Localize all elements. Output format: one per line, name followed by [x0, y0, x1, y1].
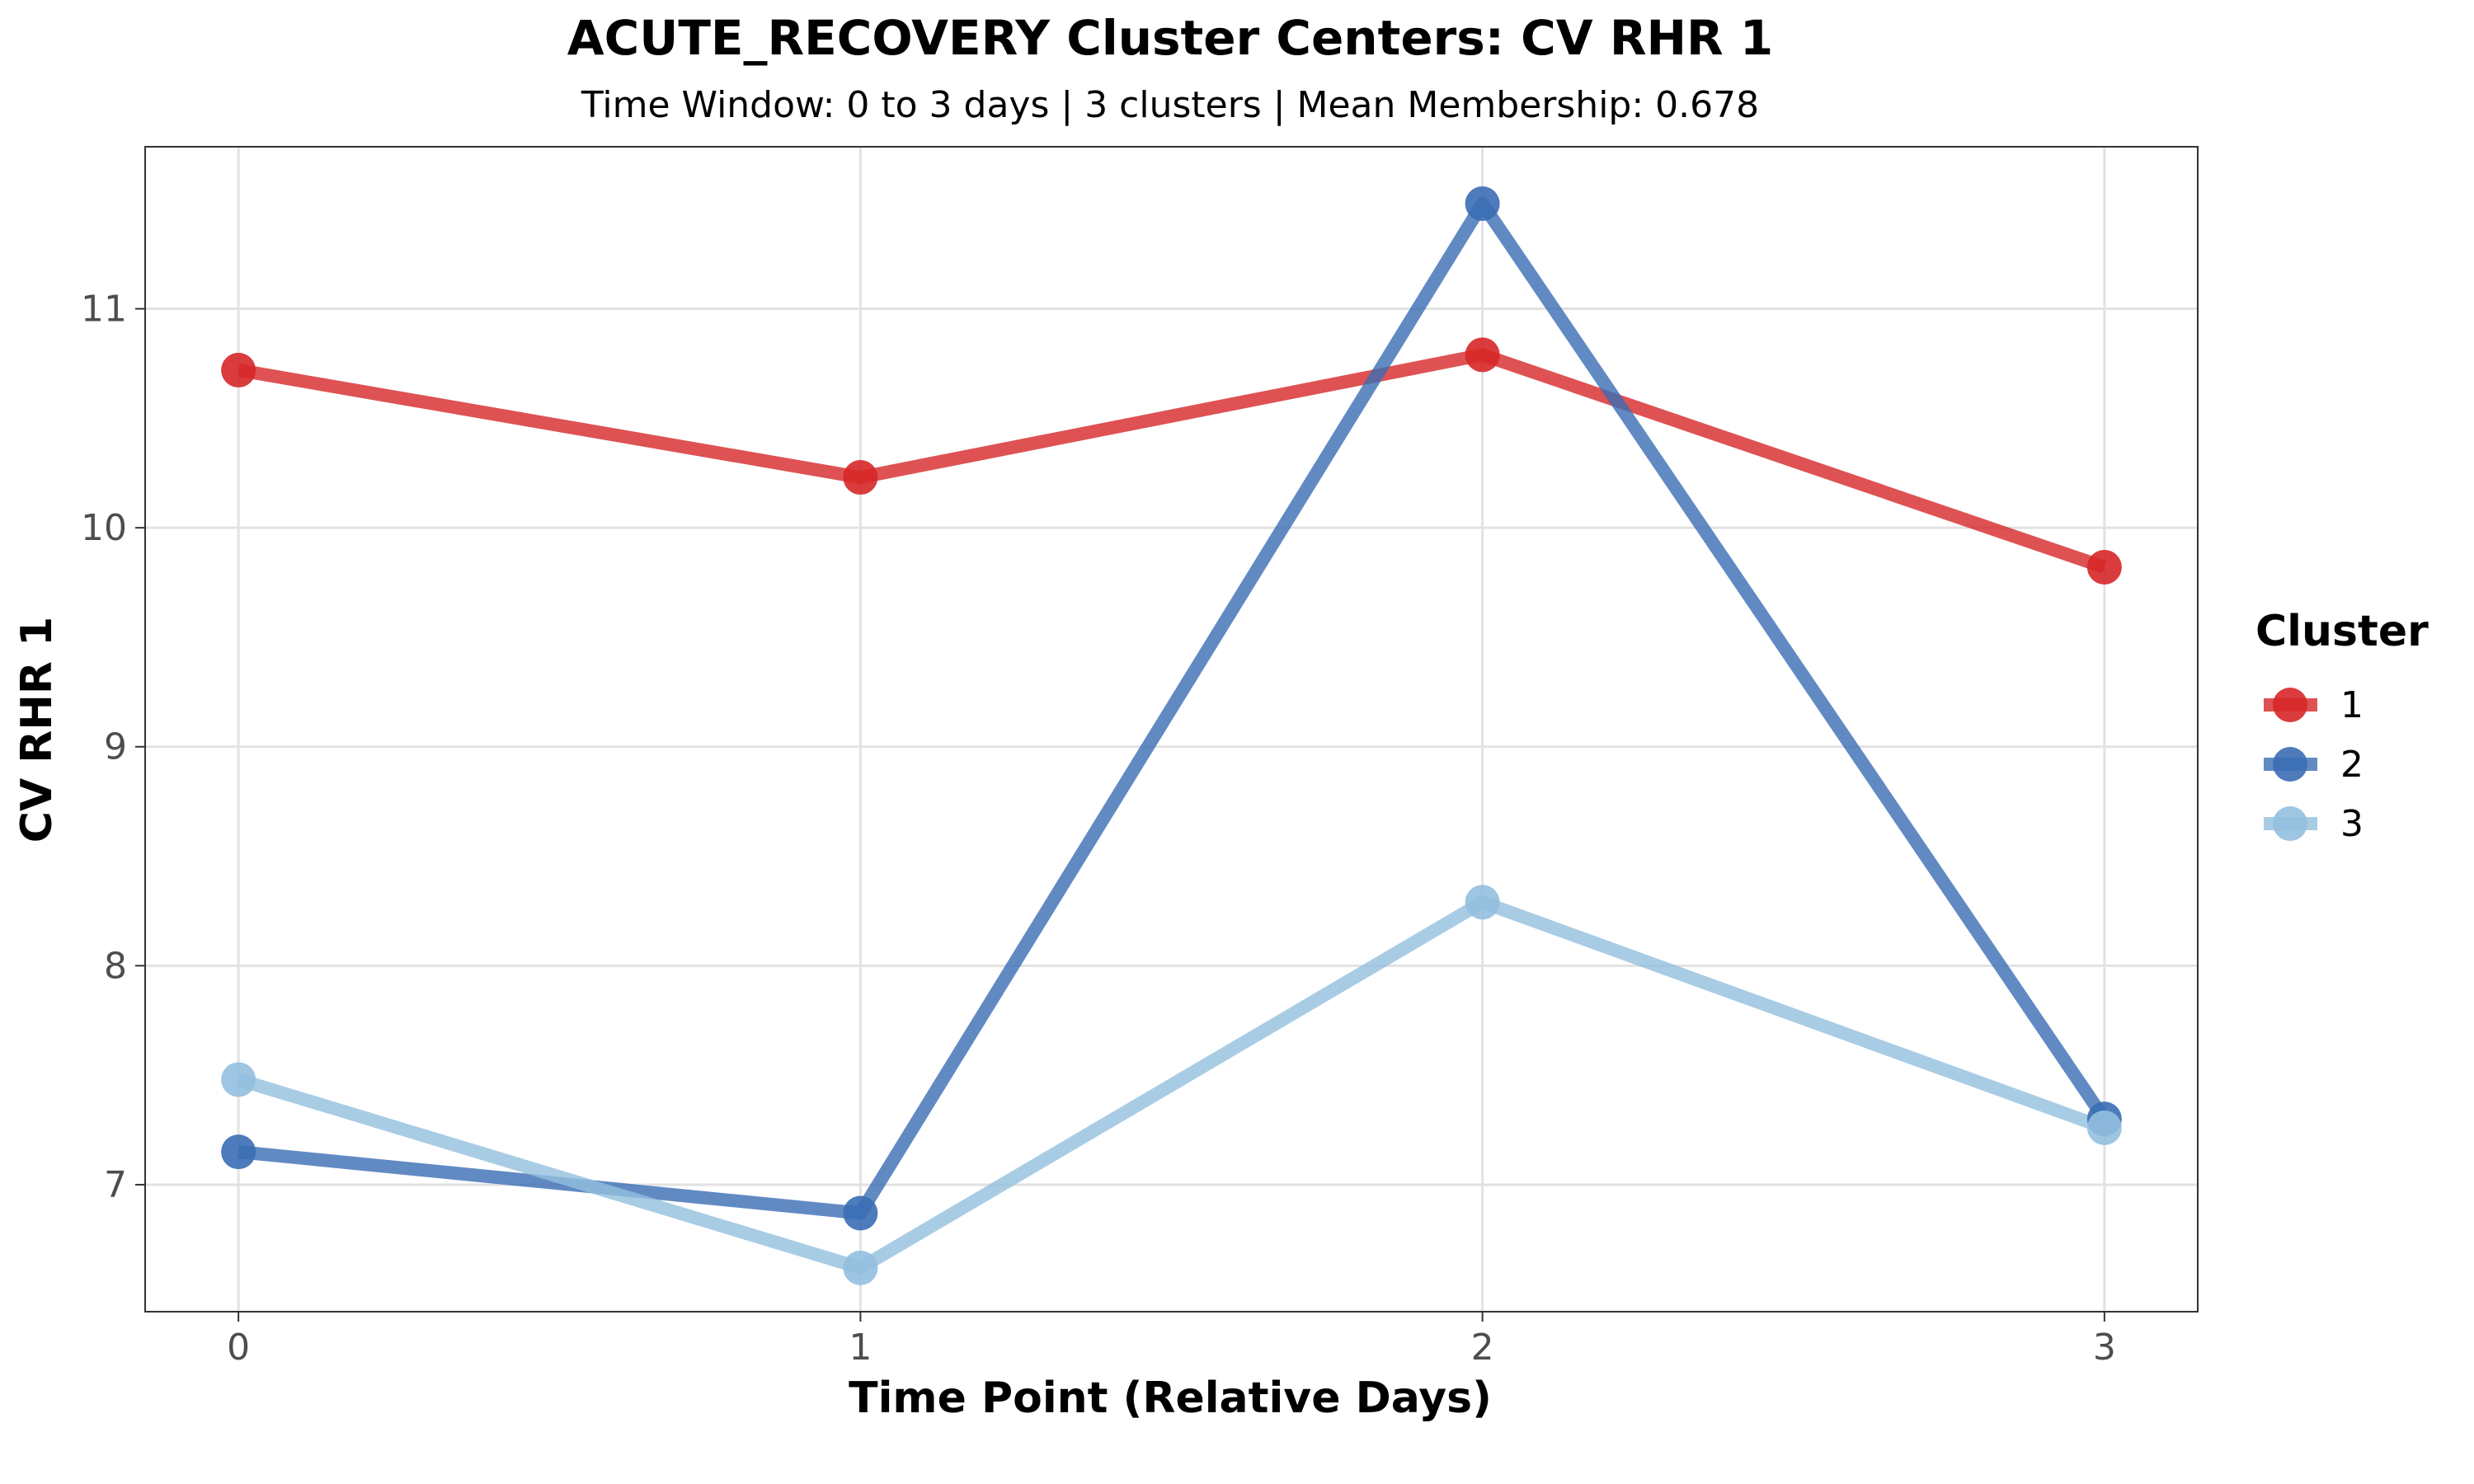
y-tick-label: 8: [104, 945, 127, 987]
y-tick-label: 11: [81, 289, 127, 331]
y-axis-title: CV RHR 1: [12, 617, 62, 843]
chart-subtitle: Time Window: 0 to 3 days | 3 clusters | …: [581, 84, 1759, 126]
legend-label: 2: [2340, 744, 2363, 786]
series-lines: [236, 197, 2110, 1275]
data-point-series-1: [843, 460, 878, 495]
y-tick-label: 7: [104, 1164, 127, 1206]
x-tick-label: 1: [849, 1327, 872, 1369]
legend-label: 1: [2340, 684, 2363, 726]
legend-key-point: [2273, 747, 2307, 782]
series-line-3: [236, 895, 2107, 1275]
series-points: [221, 186, 2122, 1285]
data-point-series-1: [1465, 337, 1500, 373]
legend: Cluster 1 2 3: [2255, 607, 2429, 845]
x-axis-ticks: 0 1 2 3: [227, 1312, 2116, 1369]
series-line-2: [238, 197, 2110, 1220]
legend-key-point: [2273, 806, 2307, 841]
x-axis-title: Time Point (Relative Days): [849, 1374, 1492, 1423]
plot-border: [144, 146, 2199, 1313]
series-line-1: [237, 348, 2107, 574]
x-tick-label: 3: [2093, 1327, 2116, 1369]
data-point-series-2: [1465, 186, 1500, 222]
x-tick-label: 0: [227, 1327, 250, 1369]
data-point-series-3: [843, 1250, 878, 1285]
data-point-series-2: [221, 1134, 256, 1170]
x-tick-label: 2: [1471, 1327, 1494, 1369]
y-tick-label: 9: [104, 726, 127, 768]
grid: [145, 147, 2198, 1312]
y-axis-ticks: 7 8 9 10 11: [81, 289, 145, 1206]
data-point-series-2: [843, 1195, 878, 1231]
chart-title: ACUTE_RECOVERY Cluster Centers: CV RHR 1: [567, 10, 1773, 66]
data-point-series-3: [221, 1062, 256, 1097]
legend-title: Cluster: [2255, 607, 2429, 656]
y-tick-label: 10: [81, 507, 127, 549]
legend-label: 3: [2340, 803, 2363, 845]
data-point-series-1: [221, 352, 256, 387]
data-point-series-1: [2086, 549, 2122, 585]
legend-key-point: [2273, 688, 2307, 722]
data-point-series-3: [1465, 885, 1500, 920]
data-point-series-3: [2086, 1110, 2122, 1145]
